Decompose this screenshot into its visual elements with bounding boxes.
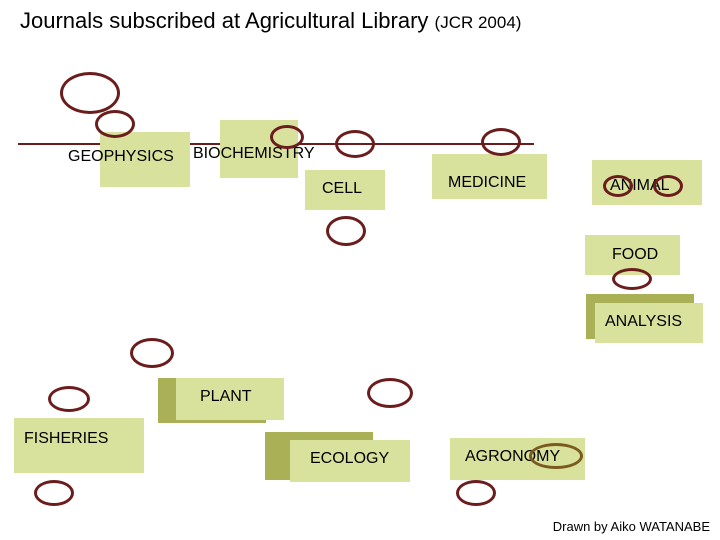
page-title: Journals subscribed at Agricultural Libr… — [20, 8, 521, 34]
ring-9 — [612, 268, 652, 290]
cell-label: CELL — [322, 180, 362, 198]
ring-2 — [95, 110, 135, 138]
ring-13 — [34, 480, 74, 506]
ring-3 — [270, 125, 304, 149]
ring-4 — [335, 130, 375, 158]
ring-5 — [481, 128, 521, 156]
ring-14 — [456, 480, 496, 506]
fisheries-label: FISHERIES — [24, 430, 108, 448]
ring-12 — [367, 378, 413, 408]
ring-8 — [326, 216, 366, 246]
ring-10 — [130, 338, 174, 368]
analysis-label: ANALYSIS — [605, 313, 682, 331]
geophysics-label: GEOPHYSICS — [68, 148, 174, 166]
ring-15 — [529, 443, 583, 469]
ecology-label: ECOLOGY — [310, 450, 389, 468]
food-label: FOOD — [612, 246, 658, 264]
plant-label: PLANT — [200, 388, 252, 406]
credit-text: Drawn by Aiko WATANABE — [553, 519, 710, 534]
title-sub: (JCR 2004) — [435, 13, 522, 32]
title-main: Journals subscribed at Agricultural Libr… — [20, 8, 435, 33]
medicine-label: MEDICINE — [448, 174, 526, 192]
ring-11 — [48, 386, 90, 412]
biochemistry-label: BIOCHEMISTRY — [193, 145, 315, 163]
ring-1 — [60, 72, 120, 114]
ring-7 — [653, 175, 683, 197]
ring-6 — [603, 175, 633, 197]
